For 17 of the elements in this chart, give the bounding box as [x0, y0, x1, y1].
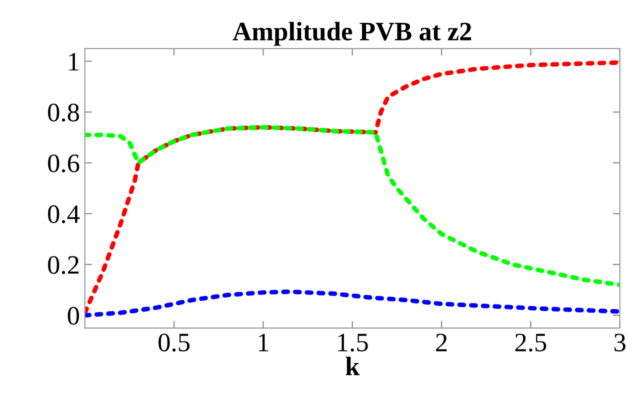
- x-tick-label: 1: [258, 334, 268, 352]
- x-tick-label: 2: [436, 334, 447, 352]
- y-tick-label: 0.4: [48, 205, 80, 224]
- line-series: [84, 60, 620, 315]
- x-tick-label: 2.5: [515, 334, 546, 352]
- y-tick-label: 0: [68, 306, 80, 325]
- y-tick-label: 1: [69, 52, 78, 70]
- y-tick-label: 0.2: [48, 256, 79, 274]
- y-tick-label: 0.6: [48, 154, 80, 172]
- line-series: [84, 125, 620, 288]
- x-tick-label: 1.5: [338, 334, 368, 352]
- x-tick-label: 0.5: [158, 334, 190, 352]
- x-axis-title: k: [346, 356, 360, 376]
- line-series: [84, 289, 620, 318]
- y-tick-label: 0.8: [48, 104, 80, 122]
- chart-title: Amplitude PVB at z2: [232, 22, 472, 46]
- x-tick-label: 3: [614, 334, 626, 352]
